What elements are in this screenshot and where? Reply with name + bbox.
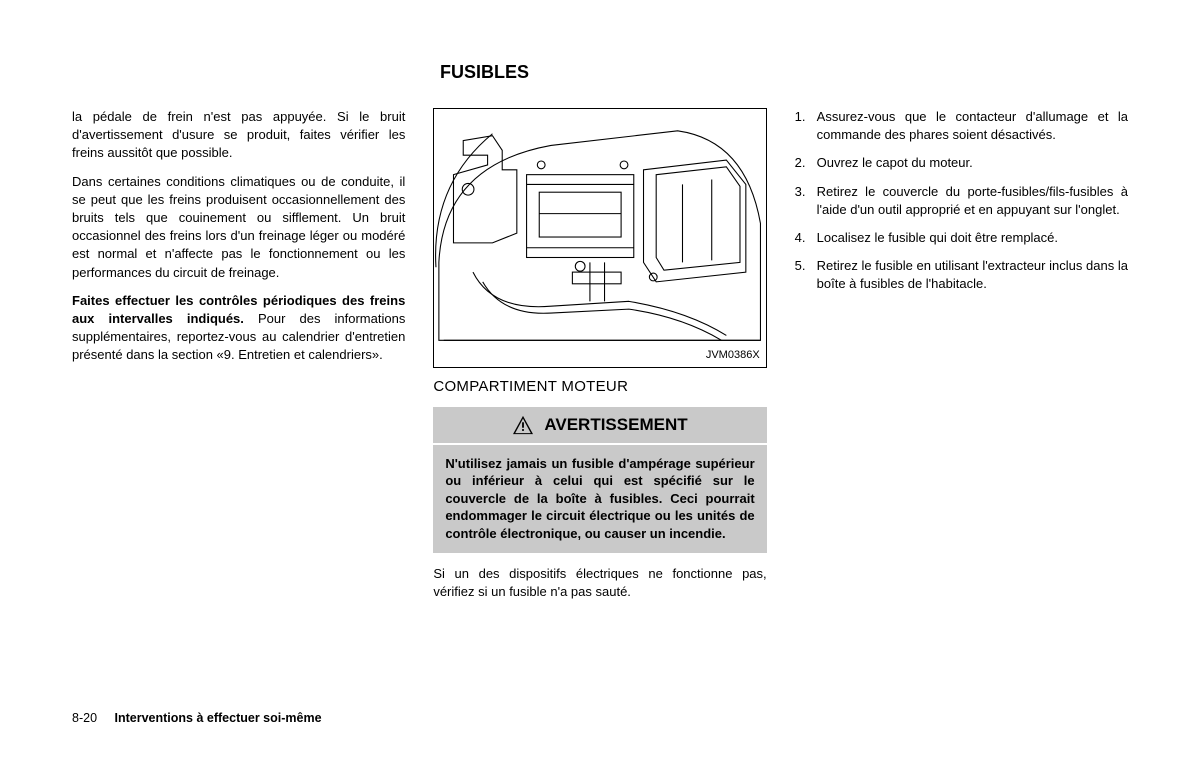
column-middle: JVM0386X COMPARTIMENT MOTEUR AVERTISSEME… [433, 108, 766, 611]
content-columns: la pédale de frein n'est pas appuyée. Si… [72, 108, 1128, 611]
para-after-warning: Si un des dispositifs électriques ne fon… [433, 565, 766, 601]
engine-diagram-svg [434, 109, 765, 367]
para-3: Faites effectuer les contrôles périodiqu… [72, 292, 405, 365]
para-1: la pédale de frein n'est pas appuyée. Si… [72, 108, 405, 163]
footer-title: Interventions à effectuer soi-même [115, 711, 322, 725]
figure-code: JVM0386X [706, 348, 760, 363]
page-title: FUSIBLES [440, 62, 529, 83]
engine-compartment-figure: JVM0386X [433, 108, 766, 368]
warning-triangle-icon [512, 415, 534, 435]
warning-body: N'utilisez jamais un fusible d'ampérage … [433, 445, 766, 553]
para-2: Dans certaines conditions climatiques ou… [72, 173, 405, 282]
step-item: Localisez le fusible qui doit être rempl… [795, 229, 1128, 247]
step-item: Retirez le fusible en utilisant l'extrac… [795, 257, 1128, 293]
warning-header-text: AVERTISSEMENT [544, 413, 687, 437]
column-left: la pédale de frein n'est pas appuyée. Si… [72, 108, 405, 611]
page-footer: 8-20 Interventions à effectuer soi-même [72, 711, 322, 725]
step-item: Assurez-vous que le contacteur d'allumag… [795, 108, 1128, 144]
step-item: Ouvrez le capot du moteur. [795, 154, 1128, 172]
steps-list: Assurez-vous que le contacteur d'allumag… [795, 108, 1128, 294]
column-right: Assurez-vous que le contacteur d'allumag… [795, 108, 1128, 611]
page-number: 8-20 [72, 711, 97, 725]
step-item: Retirez le couvercle du porte-fusibles/f… [795, 183, 1128, 219]
subheading-compartment: COMPARTIMENT MOTEUR [433, 376, 766, 397]
warning-header: AVERTISSEMENT [433, 407, 766, 443]
